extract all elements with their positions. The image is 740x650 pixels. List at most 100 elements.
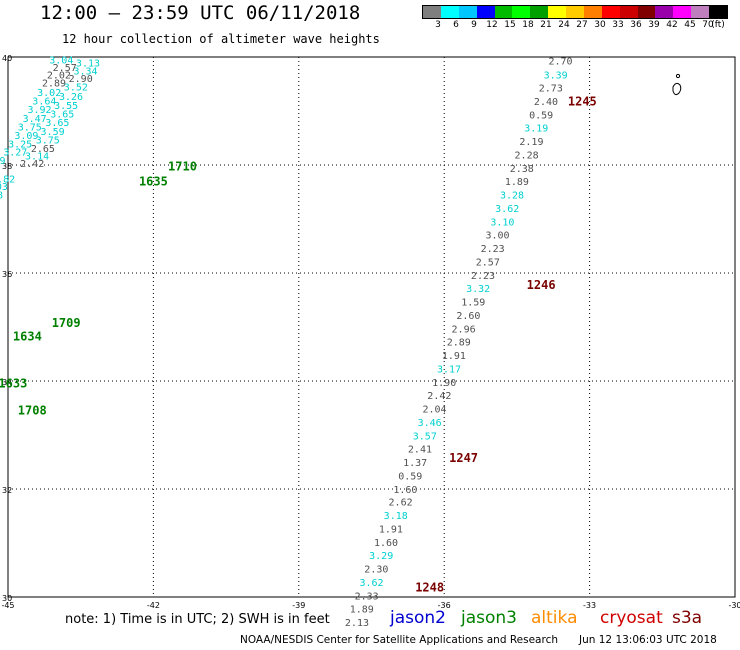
wave-height-reading: 3.04 [49,55,73,66]
wave-height-reading: 3.17 [437,364,461,375]
scale-label: 30 [594,20,606,30]
scale-label: 39 [648,20,660,30]
longitude-label: -39 [292,601,305,610]
wave-height-reading: 3.64 [32,97,56,108]
wave-height-reading: 1.91 [379,525,403,536]
wave-height-reading: 2.23 [481,244,505,255]
credit-text: NOAA/NESDIS Center for Satellite Applica… [240,634,558,646]
wave-height-reading: 1.89 [350,605,374,616]
wave-height-reading: 1.60 [393,485,417,496]
wave-height-reading: 0.59 [398,471,422,482]
wave-height-reading: 3.65 [45,118,69,129]
wave-height-reading: 1.37 [403,458,427,469]
color-scale-bar [422,5,728,19]
wave-height-reading: 3.00 [485,230,509,241]
scale-label: 9 [471,20,477,30]
wave-height-reading: 3.79 [0,156,6,167]
scale-label: 24 [558,20,570,30]
scale-swatch [512,6,531,18]
wave-height-reading: 2.40 [534,97,558,108]
scale-swatch [655,6,674,18]
scale-swatch [691,6,709,18]
wave-height-reading: 0.59 [529,111,553,122]
scale-label: 15 [504,20,516,30]
longitude-label: -33 [583,601,596,610]
wave-height-reading: 2.62 [389,498,413,509]
latitude-label: 38 [2,162,12,171]
wave-height-reading: 1.60 [374,538,398,549]
scale-swatch [637,6,656,18]
scale-label: 42 [666,20,678,30]
longitude-label: -36 [438,601,451,610]
wave-height-reading: 2.70 [548,57,572,68]
wave-height-reading: 3.14 [25,152,49,163]
scale-swatch [619,6,638,18]
wave-height-reading: 3.26 [59,92,83,103]
wave-height-reading: 3.62 [495,204,519,215]
wave-height-reading: 3.03 [0,182,8,193]
wave-height-reading: 2.33 [355,592,379,603]
scale-label: (ft) [711,20,725,30]
longitude-label: -45 [1,601,14,610]
pass-time-label: 1247 [449,451,478,465]
legend-cryosat: cryosat [600,608,663,628]
latitude-label: 32 [2,486,12,495]
map-subtitle: 12 hour collection of altimeter wave hei… [62,32,380,46]
longitude-label: -30 [728,601,740,610]
footer-note: note: 1) Time is in UTC; 2) SWH is in fe… [65,612,330,627]
scale-swatch [709,6,727,18]
scale-label: 45 [684,20,696,30]
wave-height-reading: 2.13 [345,618,369,629]
scale-label: 3 [435,20,441,30]
wave-height-reading: 3.52 [64,82,88,93]
scale-swatch [440,6,459,18]
legend-s3a: s3a [672,608,703,628]
wave-height-reading: 3.02 [37,88,61,99]
wave-height-reading: 3.09 [14,131,38,142]
wave-height-reading: 3.25 [8,140,32,151]
wave-height-reading: 1.59 [461,297,485,308]
scale-swatch [673,6,692,18]
wave-height-reading: 3.10 [490,217,514,228]
scale-swatch [601,6,620,18]
pass-time-label: 1248 [415,581,444,595]
legend-altika: altika [531,608,578,628]
wave-height-reading: 3.19 [524,124,548,135]
wave-height-reading: 3.18 [384,511,408,522]
scale-label: 12 [486,20,498,30]
latitude-label: 34 [2,378,12,387]
wave-height-reading: 1.91 [442,351,466,362]
wave-height-reading: 1.89 [505,177,529,188]
wave-height-reading: 2.96 [452,324,476,335]
wave-height-reading: 2.41 [408,444,432,455]
wave-height-reading: 2.02 [47,71,71,82]
scale-swatch [476,6,495,18]
wave-height-reading: 2.42 [427,391,451,402]
legend-jason2: jason2 [390,608,446,628]
scale-label: 18 [522,20,534,30]
scale-label: 27 [576,20,588,30]
wave-height-reading: 2.65 [31,144,55,155]
wave-height-reading: 2.89 [447,337,471,348]
island-marker [675,73,681,79]
wave-height-reading: 3.82 [0,174,15,185]
wave-height-reading: 3.47 [23,114,47,125]
island-outline [672,82,682,96]
pass-time-label: 1634 [13,330,42,344]
pass-time-label: 1245 [568,95,597,109]
wave-height-reading: 3.59 [41,127,65,138]
wave-height-reading: 1.90 [432,378,456,389]
wave-height-reading: 3.27 [3,147,27,158]
wave-height-reading: 3.34 [73,66,97,77]
wave-height-reading: 2.38 [510,164,534,175]
wave-height-reading: 3.57 [413,431,437,442]
wave-height-reading: 2.57 [476,257,500,268]
wave-height-reading: 2.04 [422,404,446,415]
pass-time-label: 1633 [0,376,27,390]
wave-height-reading: 3.39 [544,71,568,82]
latitude-label: 36 [2,270,12,279]
color-scale-labels: 3 6 9 12 15 18 21 24 27 30 33 36 39 42 45 70 (ft) [422,19,728,31]
wave-height-reading: 3.32 [466,284,490,295]
scale-swatch [494,6,513,18]
wave-height-reading: 3.28 [500,190,524,201]
